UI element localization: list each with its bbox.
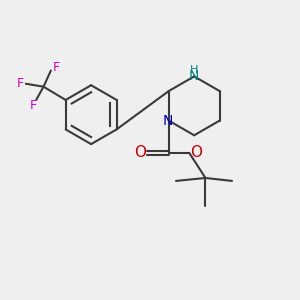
Text: F: F <box>30 99 37 112</box>
Text: H: H <box>190 65 198 75</box>
Text: F: F <box>17 77 24 90</box>
Text: O: O <box>134 146 146 160</box>
Text: N: N <box>189 69 200 83</box>
Text: N: N <box>163 114 173 128</box>
Text: O: O <box>190 146 202 160</box>
Text: F: F <box>52 61 60 74</box>
